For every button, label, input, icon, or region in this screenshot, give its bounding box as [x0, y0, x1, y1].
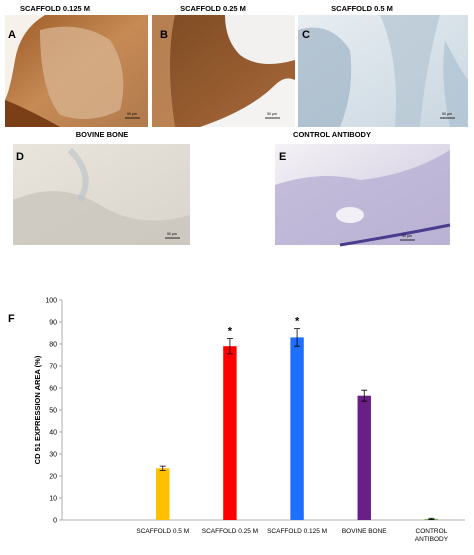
- bar: [357, 395, 371, 520]
- error-bar: [428, 517, 435, 520]
- scale-bar-label: 50 µm: [442, 112, 452, 116]
- significance-marker: *: [295, 316, 300, 328]
- micrograph: [275, 144, 451, 247]
- error-bar: [361, 389, 368, 402]
- error-bar-line: [294, 328, 301, 347]
- panel-letter: B: [160, 29, 168, 41]
- y-tick-label: 10: [49, 496, 57, 503]
- y-tick-label: 70: [49, 364, 57, 371]
- error-bar: [294, 328, 301, 347]
- x-tick-label: SCAFFOLD 0.125 M: [267, 528, 327, 535]
- scale-bar-label: 50 µm: [402, 234, 412, 238]
- x-tick-label: CONTROL ANTIBODY: [415, 528, 449, 543]
- bar: [223, 346, 237, 520]
- bar: [290, 337, 304, 520]
- panel-letter: A: [8, 29, 16, 41]
- error-bar-line: [428, 517, 435, 520]
- micrograph: [5, 15, 148, 127]
- y-tick-label: 50: [49, 408, 57, 415]
- panel-title: SCAFFOLD 0.125 M: [20, 4, 90, 13]
- y-tick-label: 20: [49, 474, 57, 481]
- panel-letter: F: [8, 313, 15, 325]
- panel-letter: E: [279, 151, 286, 163]
- y-tick-label: 90: [49, 320, 57, 327]
- y-tick-label: 80: [49, 342, 57, 349]
- y-tick-label: 40: [49, 430, 57, 437]
- panel-title: SCAFFOLD 0.25 M: [180, 4, 246, 13]
- y-tick-label: 30: [49, 452, 57, 459]
- x-tick-label: SCAFFOLD 0.5 M: [136, 528, 189, 535]
- scale-bar-label: 50 µm: [167, 232, 177, 236]
- panel-letter: D: [16, 151, 24, 163]
- error-bar-line: [361, 389, 368, 402]
- error-bar: [226, 338, 233, 355]
- y-axis-label: CD 51 EXPRESSION AREA (%): [33, 355, 42, 464]
- micrograph: [152, 15, 295, 127]
- significance-marker: *: [228, 326, 233, 338]
- error-bar-line: [226, 338, 233, 355]
- panel-title: BOVINE BONE: [76, 130, 129, 139]
- y-tick-label: 0: [53, 518, 57, 525]
- panel-title: CONTROL ANTIBODY: [293, 130, 371, 139]
- scale-bar-label: 50 µm: [127, 112, 137, 116]
- error-bar-line: [159, 465, 166, 471]
- bar: [156, 468, 170, 520]
- micrograph: [298, 15, 468, 127]
- scale-bar-label: 50 µm: [267, 112, 277, 116]
- y-tick-label: 60: [49, 386, 57, 393]
- micrograph: [13, 144, 190, 245]
- error-bar: [159, 465, 166, 471]
- panel-letter: C: [302, 29, 310, 41]
- y-tick-label: 100: [45, 298, 57, 305]
- x-tick-label: BOVINE BONE: [342, 528, 387, 535]
- panel-title: SCAFFOLD 0.5 M: [331, 4, 393, 13]
- x-tick-label: SCAFFOLD 0.25 M: [202, 528, 258, 535]
